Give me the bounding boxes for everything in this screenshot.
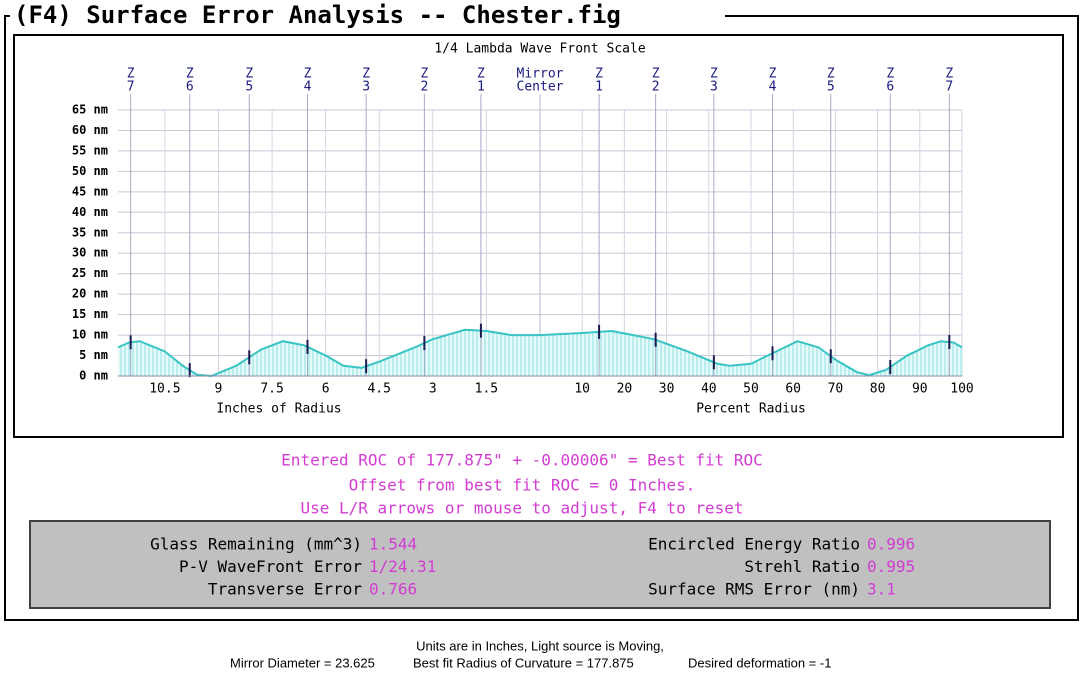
zone-prefix: Z	[652, 67, 660, 82]
x-tick-label: 1.5	[475, 382, 498, 397]
plot: 0 nm 5 nm 10 nm 15 nm 20 nm 25 nm 30 nm 35 nm 40…	[72, 67, 974, 417]
zone-label: 2	[652, 80, 660, 95]
x-tick-label: 10.5	[149, 382, 180, 397]
x-tick-label: 4.5	[367, 382, 390, 397]
x-tick-label: 30	[659, 382, 675, 397]
y-tick-label: 40 nm	[72, 205, 108, 219]
stat-label: Glass Remaining (mm^3)	[150, 535, 362, 554]
x-tick-label: 9	[215, 382, 223, 397]
error-area	[540, 330, 962, 376]
zone-label: 4	[769, 80, 777, 95]
message: Offset from best fit ROC = 0 Inches.	[349, 476, 696, 495]
x-tick-label: 100	[950, 382, 973, 397]
y-tick-label: 20 nm	[72, 287, 108, 301]
message: Entered ROC of 177.875" + -0.00006" = Be…	[281, 451, 763, 470]
x-tick-label: 50	[743, 382, 759, 397]
x-axis-label: Percent Radius	[696, 402, 806, 417]
zone-label: 3	[710, 80, 718, 95]
zone-label: 5	[827, 80, 835, 95]
error-curve	[539, 329, 963, 377]
stat-value: 0.766	[369, 580, 417, 599]
y-tick-label: 25 nm	[72, 266, 108, 280]
zone-prefix: Z	[827, 67, 835, 82]
message: Use L/R arrows or mouse to adjust, F4 to…	[300, 499, 743, 518]
stat-value: 1/24.31	[369, 557, 436, 576]
title-backing	[10, 3, 725, 29]
x-tick-label: 3	[429, 382, 437, 397]
y-tick-label: 65 nm	[72, 103, 108, 117]
stat-label: P-V WaveFront Error	[179, 557, 362, 576]
zone-label: 1	[477, 80, 485, 95]
zone-label: 6	[186, 80, 194, 95]
y-tick-label: 0 nm	[79, 369, 108, 383]
y-tick-label: 55 nm	[72, 143, 108, 157]
center-label: Center	[517, 80, 564, 95]
x-tick-label: 80	[870, 382, 886, 397]
stat-label: Strehl Ratio	[744, 557, 860, 576]
footer-text: Best fit Radius of Curvature = 177.875	[413, 655, 634, 670]
chart-frame	[13, 34, 1064, 438]
zone-prefix: Z	[710, 67, 718, 82]
zone-label: 7	[127, 80, 135, 95]
x-tick-label: 90	[912, 382, 928, 397]
stat-value: 1.544	[369, 535, 417, 554]
error-curve	[117, 328, 540, 378]
footer-text: Desired deformation = -1	[688, 655, 831, 670]
x-tick-label: 40	[701, 382, 717, 397]
chart-title: 1/4 Lambda Wave Front Scale	[434, 42, 645, 57]
zone-label: 6	[886, 80, 894, 95]
y-tick-label: 15 nm	[72, 307, 108, 321]
stat-label: Surface RMS Error (nm)	[648, 580, 860, 599]
zone-label: 7	[945, 80, 953, 95]
stat-value: 3.1	[867, 580, 896, 599]
zone-label: 1	[595, 80, 603, 95]
error-area	[118, 329, 540, 376]
y-tick-label: 45 nm	[72, 184, 108, 198]
stat-value: 0.996	[867, 535, 915, 554]
footer-text: Mirror Diameter = 23.625	[230, 655, 375, 670]
zone-prefix: Z	[420, 67, 428, 82]
y-tick-label: 30 nm	[72, 246, 108, 260]
x-tick-label: 60	[785, 382, 801, 397]
footer-text: Units are in Inches, Light source is Mov…	[416, 638, 664, 653]
y-tick-label: 5 nm	[79, 348, 108, 362]
zone-prefix: Z	[886, 67, 894, 82]
zone-prefix: Z	[304, 67, 312, 82]
y-tick-label: 10 nm	[72, 328, 108, 342]
stat-label: Transverse Error	[208, 580, 362, 599]
stats-panel	[29, 520, 1051, 609]
zone-label: 2	[420, 80, 428, 95]
x-axis-label: Inches of Radius	[216, 402, 341, 417]
y-tick-label: 60 nm	[72, 123, 108, 137]
center-label: Mirror	[517, 67, 564, 82]
zone-prefix: Z	[945, 67, 953, 82]
zone-prefix: Z	[595, 67, 603, 82]
stats: Glass Remaining (mm^3) 1.544 P-V WaveFront…	[150, 535, 915, 599]
zone-prefix: Z	[362, 67, 370, 82]
x-tick-label: 6	[322, 382, 330, 397]
x-tick-label: 7.5	[260, 382, 283, 397]
y-tick-label: 35 nm	[72, 225, 108, 239]
zone-label: 4	[304, 80, 312, 95]
x-tick-label: 70	[828, 382, 844, 397]
x-tick-label: 20	[617, 382, 633, 397]
stat-value: 0.995	[867, 557, 915, 576]
window-title: (F4) Surface Error Analysis -- Chester.f…	[14, 1, 621, 29]
stat-label: Encircled Energy Ratio	[648, 535, 860, 554]
zone-prefix: Z	[477, 67, 485, 82]
zone-label: 5	[245, 80, 253, 95]
zone-prefix: Z	[245, 67, 253, 82]
zone-label: 3	[362, 80, 370, 95]
y-tick-label: 50 nm	[72, 164, 108, 178]
zone-prefix: Z	[769, 67, 777, 82]
x-tick-label: 10	[574, 382, 590, 397]
zone-prefix: Z	[127, 67, 135, 82]
zone-prefix: Z	[186, 67, 194, 82]
